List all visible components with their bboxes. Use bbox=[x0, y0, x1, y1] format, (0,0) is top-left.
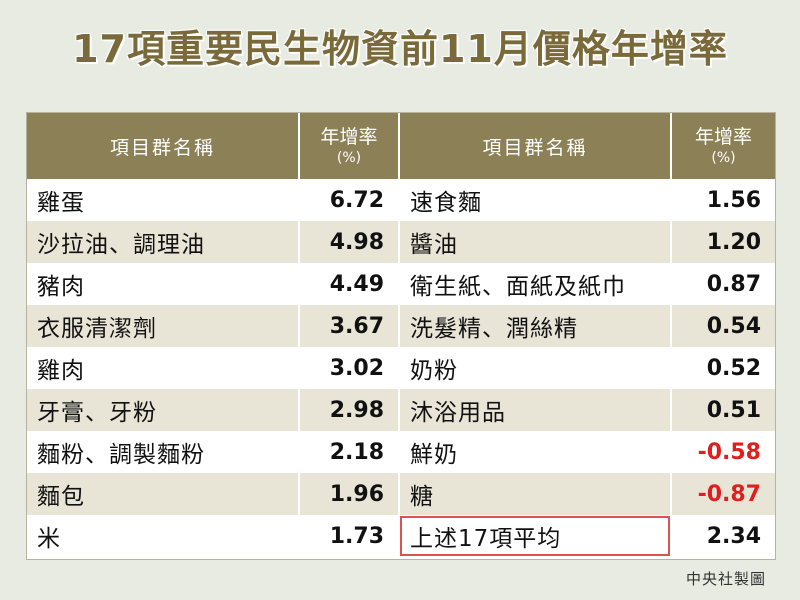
header-item-name-left: 項目群名稱 bbox=[27, 113, 300, 179]
table-row: 麵包 1.96 糖 -0.87 bbox=[27, 473, 775, 515]
item-name: 衛生紙、面紙及紙巾 bbox=[399, 263, 672, 305]
price-table-container: 項目群名稱 年增率 (%) 項目群名稱 年增率 (%) 雞蛋 6.72 速食麵 … bbox=[26, 112, 776, 560]
table-row: 麵粉、調製麵粉 2.18 鮮奶 -0.58 bbox=[27, 431, 775, 473]
item-rate: 0.52 bbox=[671, 347, 775, 389]
header-rate-label-right: 年增率 bbox=[694, 126, 752, 148]
item-name: 米 bbox=[27, 515, 300, 557]
header-rate-right: 年增率 (%) bbox=[671, 113, 775, 179]
table-row: 沙拉油、調理油 4.98 醬油 1.20 bbox=[27, 221, 775, 263]
item-rate: 6.72 bbox=[299, 179, 400, 221]
item-rate: 0.51 bbox=[671, 389, 775, 431]
item-name: 糖 bbox=[399, 473, 672, 515]
item-rate: 1.20 bbox=[671, 221, 775, 263]
item-rate: 0.87 bbox=[671, 263, 775, 305]
item-name: 洗髮精、潤絲精 bbox=[399, 305, 672, 347]
header-rate-unit-right: (%) bbox=[711, 150, 736, 166]
average-label: 上述17項平均 bbox=[399, 515, 672, 557]
page-title: 17項重要民生物資前11月價格年增率 bbox=[72, 27, 728, 71]
item-name: 雞蛋 bbox=[27, 179, 300, 221]
item-name: 麵包 bbox=[27, 473, 300, 515]
item-rate: 2.98 bbox=[299, 389, 400, 431]
item-rate-negative: -0.58 bbox=[671, 431, 775, 473]
item-name: 沙拉油、調理油 bbox=[27, 221, 300, 263]
table-row: 雞肉 3.02 奶粉 0.52 bbox=[27, 347, 775, 389]
table-row: 米 1.73 上述17項平均 2.34 bbox=[27, 515, 775, 557]
item-name: 沐浴用品 bbox=[399, 389, 672, 431]
table-row: 豬肉 4.49 衛生紙、面紙及紙巾 0.87 bbox=[27, 263, 775, 305]
item-rate: 0.54 bbox=[671, 305, 775, 347]
item-rate: 4.98 bbox=[299, 221, 400, 263]
header-item-name-right: 項目群名稱 bbox=[399, 113, 672, 179]
source-credit: 中央社製圖 bbox=[685, 570, 766, 588]
item-name: 鮮奶 bbox=[399, 431, 672, 473]
item-name: 醬油 bbox=[399, 221, 672, 263]
header-rate-label-left: 年增率 bbox=[320, 126, 378, 148]
header-rate-unit-left: (%) bbox=[336, 150, 362, 166]
item-name: 速食麵 bbox=[399, 179, 672, 221]
item-name: 豬肉 bbox=[27, 263, 300, 305]
item-name: 牙膏、牙粉 bbox=[27, 389, 300, 431]
item-rate: 1.96 bbox=[299, 473, 400, 515]
header-rate-left: 年增率 (%) bbox=[299, 113, 400, 179]
price-growth-table: 項目群名稱 年增率 (%) 項目群名稱 年增率 (%) 雞蛋 6.72 速食麵 … bbox=[27, 113, 775, 557]
item-name: 奶粉 bbox=[399, 347, 672, 389]
item-rate: 3.02 bbox=[299, 347, 400, 389]
table-header-row: 項目群名稱 年增率 (%) 項目群名稱 年增率 (%) bbox=[27, 113, 775, 179]
item-name: 麵粉、調製麵粉 bbox=[27, 431, 300, 473]
table-row: 雞蛋 6.72 速食麵 1.56 bbox=[27, 179, 775, 221]
table-row: 衣服清潔劑 3.67 洗髮精、潤絲精 0.54 bbox=[27, 305, 775, 347]
item-name: 衣服清潔劑 bbox=[27, 305, 300, 347]
item-rate: 1.73 bbox=[299, 515, 400, 557]
table-row: 牙膏、牙粉 2.98 沐浴用品 0.51 bbox=[27, 389, 775, 431]
item-rate: 4.49 bbox=[299, 263, 400, 305]
item-name: 雞肉 bbox=[27, 347, 300, 389]
item-rate: 2.18 bbox=[299, 431, 400, 473]
item-rate-negative: -0.87 bbox=[671, 473, 775, 515]
average-rate: 2.34 bbox=[671, 515, 775, 557]
item-rate: 1.56 bbox=[671, 179, 775, 221]
item-rate: 3.67 bbox=[299, 305, 400, 347]
